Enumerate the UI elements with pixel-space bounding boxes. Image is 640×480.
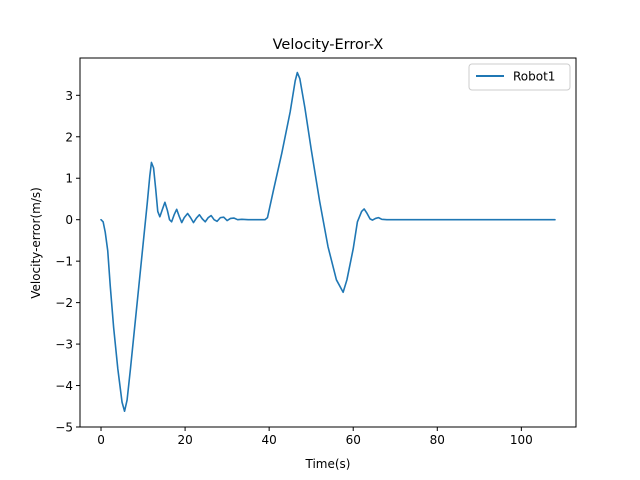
y-tick-label: 3: [65, 89, 73, 103]
y-tick-label: 1: [65, 172, 73, 186]
y-tick-label: −4: [55, 379, 73, 393]
x-tick-label: 100: [510, 433, 533, 447]
y-tick-label: −5: [55, 421, 73, 435]
x-tick-label: 40: [262, 433, 277, 447]
y-tick-label: 2: [65, 130, 73, 144]
series-line-robot1: [100, 71, 556, 413]
x-tick-label: 0: [97, 433, 105, 447]
y-tick-label: 0: [65, 213, 73, 227]
legend: Robot1: [468, 63, 571, 91]
y-axis-label: Velocity-error(m/s): [29, 187, 43, 299]
legend-label-robot1: Robot1: [513, 70, 555, 84]
legend-box: [468, 63, 571, 91]
y-tick-label: −2: [55, 296, 73, 310]
chart-title: Velocity-Error-X: [273, 37, 384, 53]
x-tick-label: 60: [346, 433, 361, 447]
x-tick-label: 80: [430, 433, 445, 447]
y-tick-label: −1: [55, 255, 73, 269]
tick-layer: 0 20 40 60 80 100 −5 −4 −3 −2 −1 0 1 2 3: [55, 89, 533, 447]
x-axis-label: Time(s): [305, 457, 351, 471]
y-tick-label: −3: [55, 338, 73, 352]
plot-frame: [79, 57, 577, 428]
series-layer: [100, 71, 556, 413]
x-tick-label: 20: [177, 433, 192, 447]
